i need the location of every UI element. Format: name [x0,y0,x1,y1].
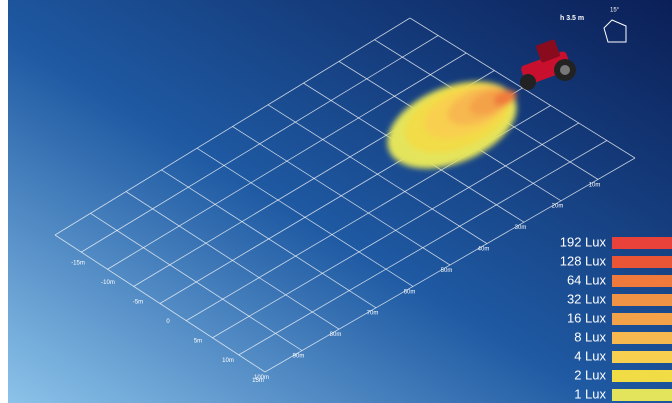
y-label: 100m [254,375,269,381]
legend-label: 32 Lux [567,291,607,306]
legend-label: 128 Lux [560,253,607,268]
legend-swatch [612,237,672,249]
tractor [520,39,576,90]
legend-swatch [612,332,672,344]
y-label: 20m [552,204,564,210]
x-label: 0 [166,319,170,325]
mount-height: h 3.5 m [560,15,584,22]
mount-icon [603,19,627,43]
legend-swatch [612,351,672,363]
x-label: -10m [101,280,115,286]
legend-swatch [612,275,672,287]
light-zones [387,81,517,169]
legend-label: 192 Lux [560,234,607,249]
y-label: 10m [589,182,601,188]
y-label: 80m [330,332,342,338]
legend-label: 1 Lux [574,386,606,401]
grid-line [90,212,303,351]
grid-line [409,17,636,159]
x-label: -15m [71,260,85,266]
legend-label: 4 Lux [574,348,606,363]
legend-swatch [612,389,672,401]
mount-angle: 15° [610,8,620,14]
y-label: 50m [441,268,453,274]
grid-line [267,104,488,244]
light-zone [493,90,517,106]
grid-line [125,191,340,330]
x-label: 15m [252,378,264,384]
y-label: 40m [478,246,490,252]
legend-label: 64 Lux [567,272,607,287]
y-label: 60m [404,289,416,295]
legend-swatch [612,294,672,306]
y-label: 30m [515,225,527,231]
legend-label: 16 Lux [567,310,607,325]
legend: 192 Lux 128 Lux 64 Lux 32 Lux 16 Lux 8 Lux 4 L… [560,234,672,401]
grid-line [161,169,377,309]
x-label: -5m [133,300,143,306]
grid-line [54,234,266,373]
grid-line [196,147,414,287]
margin [0,0,8,403]
legend-swatch [612,256,672,268]
legend-swatch [612,313,672,325]
grid-line [232,126,451,266]
x-label: 10m [222,358,234,364]
legend-label: 2 Lux [574,367,606,382]
legend-swatch [612,370,672,382]
y-label: 90m [293,353,305,359]
x-label: 5m [194,339,202,345]
legend-label: 8 Lux [574,329,606,344]
y-label: 70m [367,311,379,317]
